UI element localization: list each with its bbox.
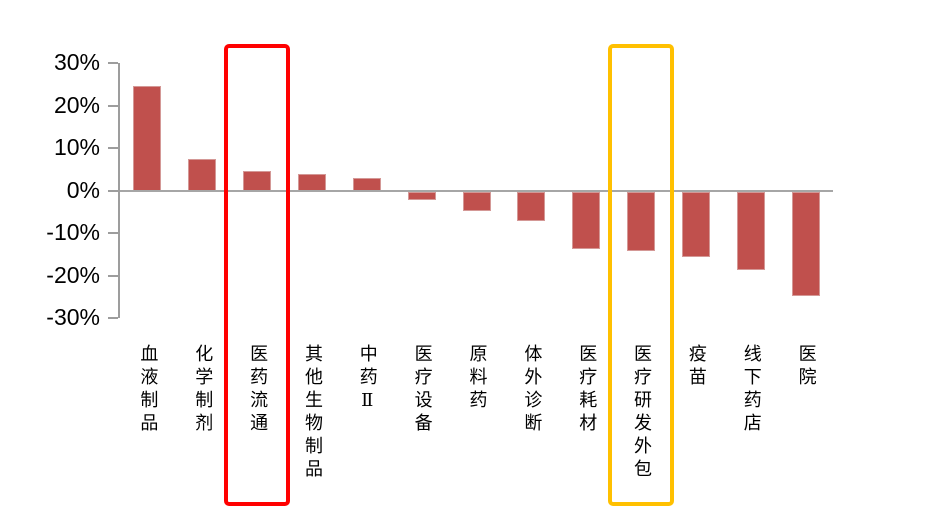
x-axis-label: 体外诊断 (521, 344, 543, 436)
x-axis-label: 线下药店 (740, 344, 762, 436)
zero-baseline (120, 189, 833, 192)
x-axis-label: 中药Ⅱ (356, 344, 378, 416)
x-axis-label: 医疗研发外包 (631, 344, 653, 482)
x-axis-label: 化学制剂 (192, 344, 214, 436)
chart-bar (188, 158, 217, 191)
y-axis-tick-mark (108, 317, 118, 319)
chart-bar (462, 191, 491, 211)
y-axis-tick-label: 30% (53, 49, 100, 75)
chart-bar (133, 86, 162, 191)
x-axis-label: 原料药 (466, 344, 488, 413)
y-axis-tick-mark (108, 147, 118, 149)
y-axis-tick-mark (108, 232, 118, 234)
x-axis-label: 其他生物制品 (301, 344, 323, 482)
x-axis-label: 疫苗 (685, 344, 707, 390)
x-axis-label: 医院 (795, 344, 817, 390)
y-axis-line (118, 63, 120, 318)
highlight-box-医疗研发外包 (608, 44, 675, 506)
y-axis-tick-label: 20% (53, 91, 100, 118)
highlight-box-医药流通 (224, 44, 291, 506)
x-axis-label: 血液制品 (137, 344, 159, 436)
y-axis-tick-mark (108, 274, 118, 277)
x-axis-label: 医疗设备 (411, 344, 433, 436)
y-axis-tick-mark (108, 104, 118, 107)
y-axis-tick-mark (108, 189, 118, 192)
chart-bar (517, 191, 546, 222)
y-axis-tick-label: 10% (53, 134, 100, 160)
y-axis-tick-label: 0% (66, 176, 100, 203)
x-axis-label: 医疗耗材 (576, 344, 598, 436)
chart-bar (407, 191, 436, 200)
y-axis-tick-mark (108, 62, 118, 64)
y-axis-tick-label: -20% (46, 261, 100, 288)
y-axis-tick-label: -30% (46, 304, 100, 330)
chart-bar (681, 191, 710, 258)
y-axis-tick-label: -10% (46, 219, 100, 245)
x-axis-label: 医药流通 (247, 344, 269, 436)
chart-bar (736, 191, 765, 271)
chart-bar (791, 191, 820, 296)
chart-bar (627, 191, 656, 251)
chart-bar (297, 173, 326, 191)
chart-bar (572, 191, 601, 249)
